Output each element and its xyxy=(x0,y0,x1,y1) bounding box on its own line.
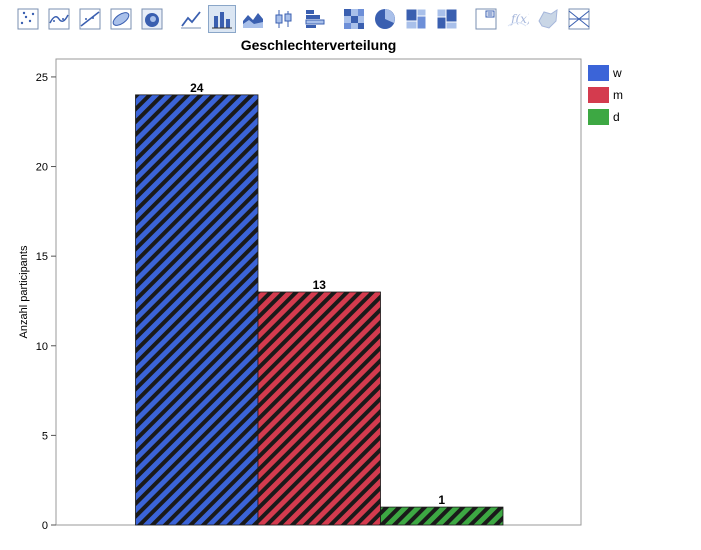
scatter-smooth-button[interactable] xyxy=(45,5,73,33)
line-chart-button[interactable] xyxy=(177,5,205,33)
legend-swatch-m xyxy=(588,87,609,103)
chart-title: Geschlechterverteilung xyxy=(240,37,397,53)
y-tick-label: 15 xyxy=(36,251,48,263)
pie-chart-icon xyxy=(375,9,395,29)
data-label-w: 24 xyxy=(190,81,204,95)
bar-chart-button[interactable] xyxy=(208,5,236,33)
legend: w m d xyxy=(588,62,623,128)
heatmap-icon xyxy=(344,9,364,29)
area-chart-icon xyxy=(243,13,263,28)
bar-chart-icon xyxy=(212,12,232,29)
scatter-line-fit-icon xyxy=(79,8,101,30)
box-plot-icon xyxy=(275,10,292,28)
histogram-button[interactable] xyxy=(301,5,329,33)
legend-item-w[interactable]: w xyxy=(588,62,623,84)
mosaic-button[interactable] xyxy=(433,5,461,33)
scatter-smooth-icon xyxy=(48,8,70,30)
parallel-button[interactable] xyxy=(565,5,593,33)
parallel-icon xyxy=(568,8,590,30)
legend-swatch-w xyxy=(588,65,609,81)
scatter-icon xyxy=(17,8,39,30)
pie-chart-button[interactable] xyxy=(371,5,399,33)
map-shape-button[interactable] xyxy=(534,5,562,33)
formula-icon: f(x) xyxy=(507,12,529,27)
bar-d xyxy=(380,506,504,526)
treemap-icon xyxy=(405,8,427,30)
histogram-icon xyxy=(305,10,325,28)
mosaic-icon xyxy=(436,8,458,30)
svg-text:f(x): f(x) xyxy=(510,12,529,26)
area-chart-button[interactable] xyxy=(239,5,267,33)
y-tick-label: 5 xyxy=(42,430,48,442)
scatter-line-fit-button[interactable] xyxy=(76,5,104,33)
data-label-m: 13 xyxy=(313,278,327,292)
formula-button[interactable]: f(x) xyxy=(503,5,531,33)
contour-icon xyxy=(141,8,163,30)
bar-m xyxy=(257,291,381,526)
treemap-button[interactable] xyxy=(402,5,430,33)
heatmap-button[interactable] xyxy=(340,5,368,33)
caption-box-button[interactable] xyxy=(472,5,500,33)
y-tick-label: 20 xyxy=(36,162,48,174)
caption-box-icon xyxy=(475,8,497,30)
legend-item-d[interactable]: d xyxy=(588,106,623,128)
graph-type-toolbar: f(x) xyxy=(14,4,596,34)
y-axis-label: Anzahl participants xyxy=(18,245,30,338)
legend-item-m[interactable]: m xyxy=(588,84,623,106)
ellipse-button[interactable] xyxy=(107,5,135,33)
y-tick-label: 0 xyxy=(42,520,48,532)
line-chart-icon xyxy=(181,11,201,29)
box-plot-button[interactable] xyxy=(270,5,298,33)
legend-swatch-d xyxy=(588,109,609,125)
scatter-button[interactable] xyxy=(14,5,42,33)
map-shape-icon xyxy=(538,9,558,29)
contour-button[interactable] xyxy=(138,5,166,33)
bar-w xyxy=(135,94,259,526)
y-tick-label: 10 xyxy=(36,341,48,353)
y-tick-label: 25 xyxy=(36,72,48,84)
legend-label-m: m xyxy=(613,88,623,102)
ellipse-icon xyxy=(110,8,132,30)
data-label-d: 1 xyxy=(438,493,445,507)
legend-label-w: w xyxy=(613,66,622,80)
legend-label-d: d xyxy=(613,110,620,124)
